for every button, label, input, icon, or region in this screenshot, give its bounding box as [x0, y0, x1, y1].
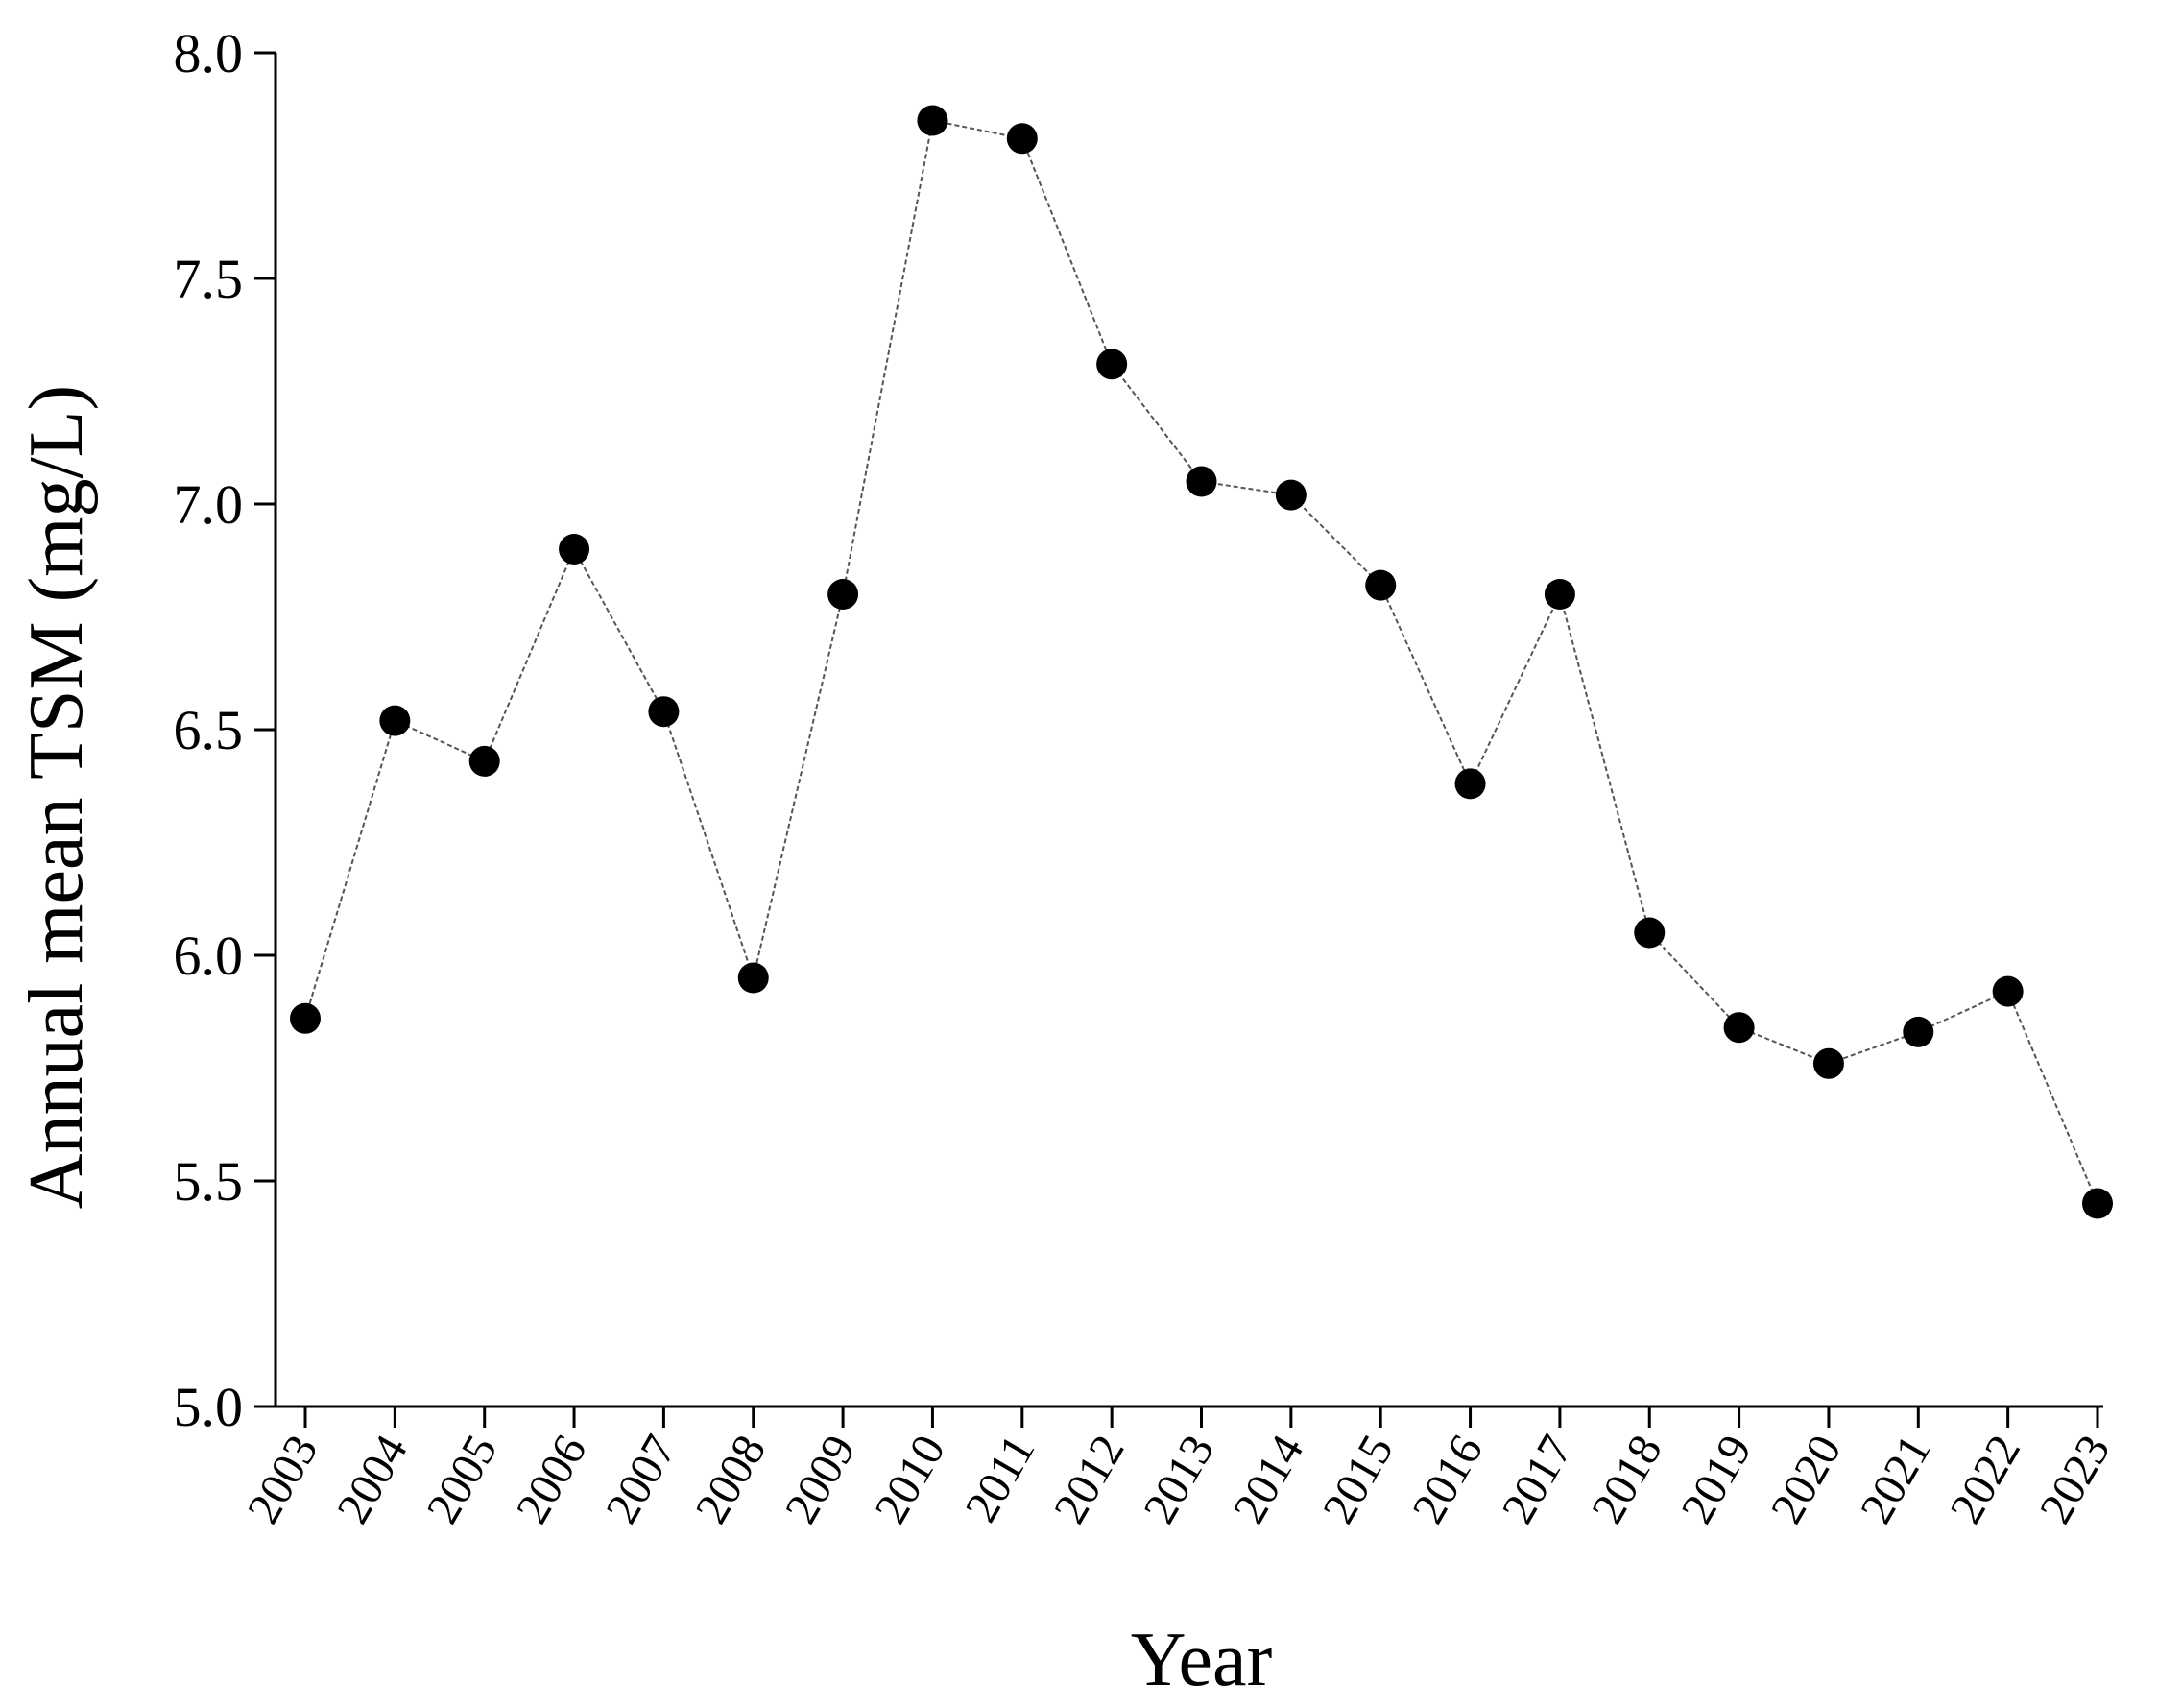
data-point-2008	[737, 962, 769, 994]
y-tick-label: 6.0	[174, 925, 244, 987]
x-tick-label: 2009	[776, 1427, 866, 1532]
y-tick-label: 5.5	[174, 1150, 244, 1213]
x-tick-label: 2020	[1762, 1427, 1852, 1532]
data-point-2003	[290, 1002, 321, 1034]
x-tick-label: 2016	[1403, 1427, 1493, 1532]
x-tick-label: 2023	[2030, 1427, 2121, 1532]
data-point-2015	[1365, 569, 1397, 601]
data-point-2005	[468, 745, 500, 777]
y-tick-label: 6.5	[174, 699, 244, 761]
y-tick-label: 7.5	[174, 248, 244, 310]
data-point-2007	[648, 696, 680, 728]
x-tick-label: 2015	[1313, 1427, 1403, 1532]
x-tick-label: 2011	[955, 1427, 1044, 1530]
data-point-2022	[1992, 975, 2024, 1007]
data-point-2023	[2082, 1188, 2113, 1219]
x-tick-label: 2004	[327, 1427, 418, 1532]
y-tick-label: 7.0	[174, 473, 244, 536]
y-tick-label: 5.0	[174, 1376, 244, 1438]
x-axis: 2003 2004 2005 2006 2007 2008 2009 2010 2011 2012…	[238, 1405, 2121, 1532]
x-tick-label: 2006	[507, 1427, 597, 1532]
data-point-2017	[1544, 579, 1575, 610]
data-point-2012	[1096, 349, 1128, 380]
x-tick-label: 2010	[865, 1427, 955, 1532]
data-point-2004	[379, 705, 411, 736]
x-tick-label: 2007	[596, 1427, 686, 1532]
x-tick-label: 2021	[1851, 1427, 1941, 1532]
y-axis-title: Annual mean TSM (mg/L)	[14, 385, 99, 1209]
data-point-2013	[1186, 466, 1217, 497]
series-line	[304, 119, 2098, 1204]
data-point-2010	[917, 105, 948, 136]
data-point-2019	[1723, 1012, 1755, 1044]
plot-area	[290, 105, 2113, 1219]
data-point-2018	[1634, 917, 1666, 949]
data-point-2011	[1006, 123, 1038, 155]
x-tick-label: 2022	[1940, 1427, 2030, 1532]
x-tick-label: 2005	[417, 1427, 507, 1532]
y-axis: 5.0 5.5 6.0 6.5 7.0 7.5 8.0	[174, 22, 277, 1438]
x-tick-label: 2003	[238, 1427, 328, 1532]
x-tick-label: 2017	[1493, 1427, 1583, 1532]
data-point-2016	[1454, 768, 1486, 800]
x-tick-label: 2018	[1582, 1427, 1672, 1532]
data-point-2021	[1903, 1016, 1934, 1047]
data-point-2006	[559, 534, 590, 565]
x-tick-label: 2012	[1044, 1427, 1135, 1532]
x-tick-label: 2013	[1134, 1427, 1224, 1532]
data-point-2020	[1812, 1047, 1844, 1079]
data-point-2009	[827, 579, 859, 610]
x-tick-label: 2014	[1223, 1427, 1313, 1532]
x-axis-title: Year	[1131, 1618, 1272, 1702]
y-tick-label: 8.0	[174, 22, 244, 84]
x-tick-label: 2008	[685, 1427, 776, 1532]
x-tick-label: 2019	[1671, 1427, 1762, 1532]
data-point-2014	[1275, 479, 1307, 511]
